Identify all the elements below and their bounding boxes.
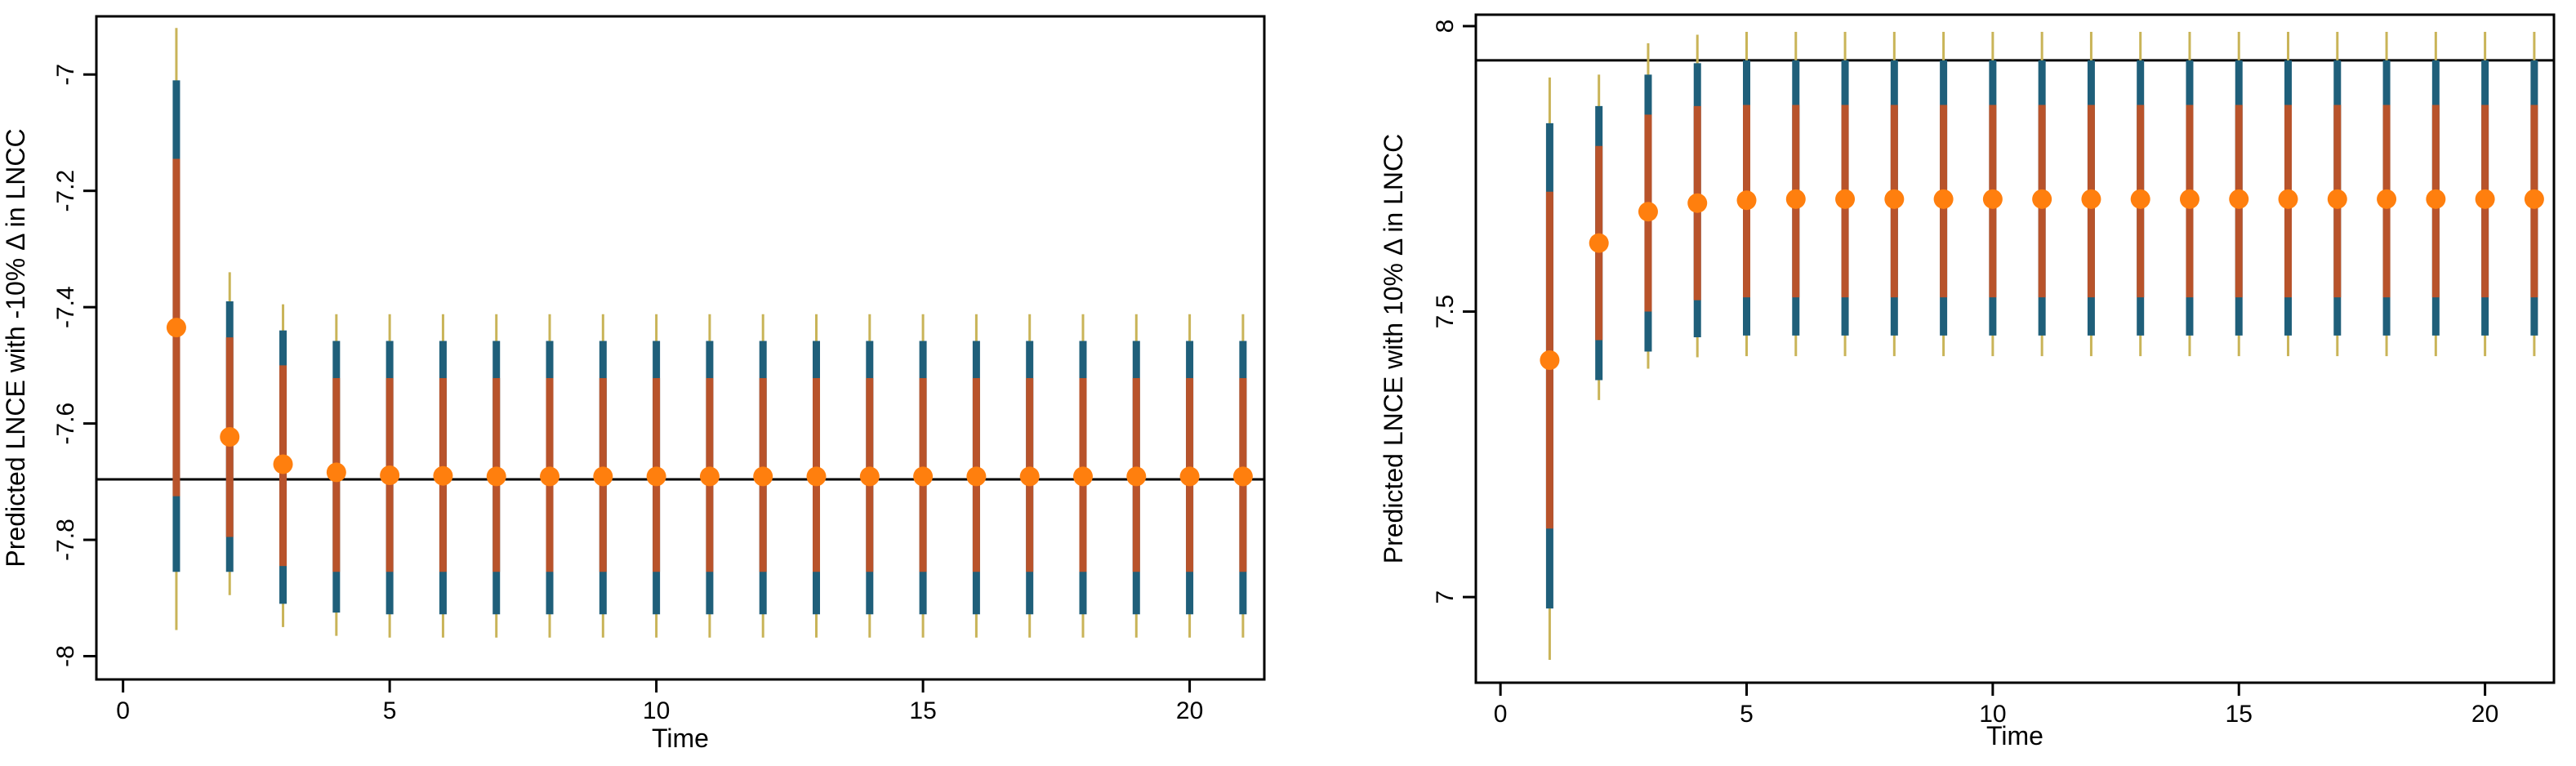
point-estimate bbox=[753, 466, 773, 487]
x-tick-label: 10 bbox=[643, 697, 670, 724]
x-tick-label: 15 bbox=[2226, 701, 2253, 728]
point-estimate bbox=[2524, 189, 2544, 209]
point-estimate bbox=[1179, 466, 1200, 487]
point-estimate bbox=[2229, 189, 2249, 209]
point-estimate bbox=[2032, 189, 2052, 209]
point-estimate bbox=[1019, 466, 1040, 487]
point-estimate bbox=[2081, 189, 2101, 209]
point-estimate bbox=[2377, 189, 2397, 209]
y-tick-label: 8 bbox=[1432, 20, 1459, 33]
point-estimate bbox=[2179, 189, 2199, 209]
y-axis-title: Predicted LNCE with 10% Δ in LNCC bbox=[1379, 134, 1408, 563]
point-estimate bbox=[1884, 189, 1905, 209]
x-axis-title: Time bbox=[652, 724, 709, 753]
point-estimate bbox=[380, 465, 400, 485]
point-estimate bbox=[326, 462, 346, 483]
point-estimate bbox=[166, 318, 186, 338]
point-estimate bbox=[1687, 193, 1708, 213]
point-estimate bbox=[646, 466, 666, 487]
point-estimate bbox=[593, 466, 613, 487]
point-estimate bbox=[966, 466, 987, 487]
point-estimate bbox=[1589, 233, 1609, 253]
point-estimate bbox=[486, 466, 506, 487]
point-estimate bbox=[2426, 189, 2446, 209]
point-estimate bbox=[1126, 466, 1147, 487]
x-tick-label: 0 bbox=[1494, 701, 1508, 728]
point-estimate bbox=[1638, 202, 1658, 222]
point-estimate bbox=[1072, 466, 1093, 487]
point-estimate bbox=[273, 454, 293, 474]
x-tick-label: 5 bbox=[383, 697, 397, 724]
point-estimate bbox=[2130, 189, 2150, 209]
x-tick-label: 20 bbox=[1176, 697, 1203, 724]
y-tick-label: -8 bbox=[52, 645, 79, 667]
y-axis-title: Predicted LNCE with -10% Δ in LNCC bbox=[1, 128, 30, 567]
y-tick-label: -7.4 bbox=[52, 286, 79, 328]
point-estimate bbox=[1785, 189, 1806, 209]
x-tick-label: 0 bbox=[116, 697, 130, 724]
x-tick-label: 10 bbox=[1979, 701, 2006, 728]
point-estimate bbox=[1982, 189, 2003, 209]
x-axis-title: Time bbox=[1986, 721, 2043, 750]
right-chart: 0 5 10 15 20 7 7.5 8 Time Predicted LNCE with 10%… bbox=[1379, 13, 2556, 750]
point-estimate bbox=[806, 466, 827, 487]
point-estimate bbox=[220, 426, 240, 447]
plot-frame bbox=[95, 15, 1266, 681]
point-estimate bbox=[1835, 189, 1856, 209]
x-tick-label: 5 bbox=[1740, 701, 1754, 728]
plot-frame bbox=[1474, 13, 2556, 684]
y-tick-label: 7.5 bbox=[1432, 295, 1459, 329]
y-tick-label: -7 bbox=[52, 64, 79, 86]
point-estimate bbox=[913, 466, 934, 487]
y-tick-label: -7.2 bbox=[52, 170, 79, 212]
point-estimate bbox=[433, 465, 453, 486]
left-chart: 0 5 10 15 20 -7 -7.2 -7.4 -7.6 -7.8 -8 Time Predicte… bbox=[1, 15, 1266, 753]
x-tick-label: 15 bbox=[909, 697, 936, 724]
x-tick-label: 20 bbox=[2471, 701, 2498, 728]
point-estimate bbox=[2475, 189, 2495, 209]
point-estimate bbox=[540, 466, 560, 487]
y-tick-label: -7.6 bbox=[52, 403, 79, 445]
point-estimate bbox=[1933, 189, 1954, 209]
point-estimate bbox=[859, 466, 880, 487]
point-estimate bbox=[1540, 350, 1560, 370]
point-estimate bbox=[2327, 189, 2347, 209]
point-estimate bbox=[2278, 189, 2298, 209]
point-estimate bbox=[699, 466, 720, 487]
y-tick-label: -7.8 bbox=[52, 519, 79, 561]
point-estimate bbox=[1232, 466, 1253, 487]
y-tick-label: 7 bbox=[1432, 590, 1459, 604]
point-estimate bbox=[1736, 190, 1757, 211]
